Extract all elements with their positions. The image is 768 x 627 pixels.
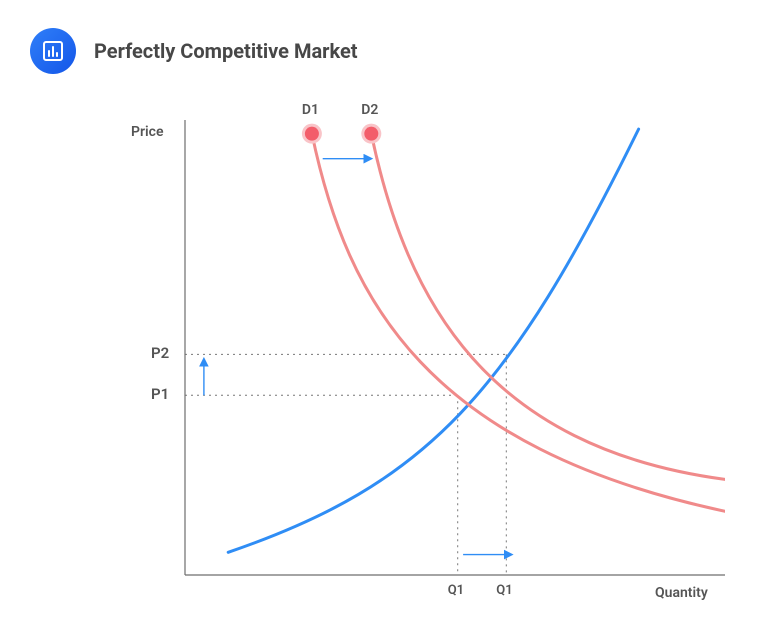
quantity-label-P2: Q1 xyxy=(496,583,512,598)
chart-title: Perfectly Competitive Market xyxy=(94,39,358,63)
y-axis-label: Price xyxy=(131,124,164,140)
curve-label-D2: D2 xyxy=(361,102,378,118)
demand-curve-D1 xyxy=(312,134,725,512)
curve-marker xyxy=(364,127,378,141)
price-label-P2: P2 xyxy=(151,344,169,362)
chart-svg xyxy=(115,90,725,590)
curve-label-D1: D1 xyxy=(302,102,319,118)
bar-chart-icon xyxy=(30,28,76,74)
chart: PriceQuantityD1D2P1Q1P2Q1 xyxy=(115,90,725,590)
curve-marker xyxy=(305,127,319,141)
header: Perfectly Competitive Market xyxy=(30,28,358,74)
supply-curve xyxy=(228,129,638,552)
x-axis-label: Quantity xyxy=(655,585,708,601)
demand-curve-D2 xyxy=(371,134,725,480)
quantity-label-P1: Q1 xyxy=(448,583,464,598)
price-label-P1: P1 xyxy=(151,385,169,403)
